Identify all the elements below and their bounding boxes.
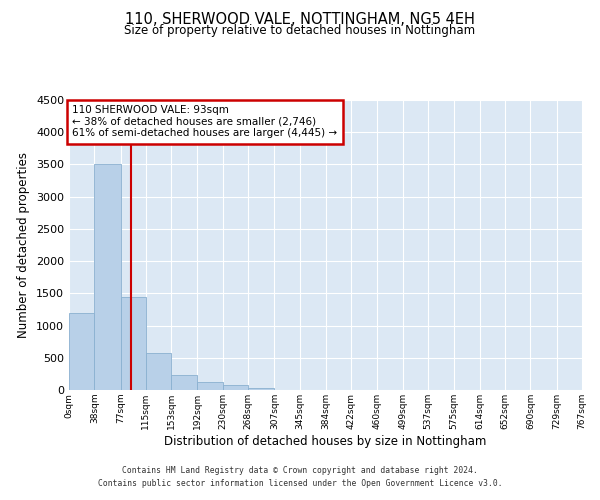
Bar: [94, 164, 121, 390]
Bar: [248, 388, 274, 390]
Y-axis label: Number of detached properties: Number of detached properties: [17, 152, 31, 338]
Bar: [69, 312, 94, 390]
X-axis label: Distribution of detached houses by size in Nottingham: Distribution of detached houses by size …: [164, 434, 487, 448]
Bar: [172, 374, 197, 390]
Bar: [197, 382, 223, 390]
Bar: [223, 386, 248, 390]
Bar: [121, 296, 146, 390]
Text: Contains HM Land Registry data © Crown copyright and database right 2024.
Contai: Contains HM Land Registry data © Crown c…: [98, 466, 502, 487]
Bar: [146, 352, 172, 390]
Text: Size of property relative to detached houses in Nottingham: Size of property relative to detached ho…: [124, 24, 476, 37]
Text: 110 SHERWOOD VALE: 93sqm
← 38% of detached houses are smaller (2,746)
61% of sem: 110 SHERWOOD VALE: 93sqm ← 38% of detach…: [73, 105, 337, 138]
Text: 110, SHERWOOD VALE, NOTTINGHAM, NG5 4EH: 110, SHERWOOD VALE, NOTTINGHAM, NG5 4EH: [125, 12, 475, 28]
